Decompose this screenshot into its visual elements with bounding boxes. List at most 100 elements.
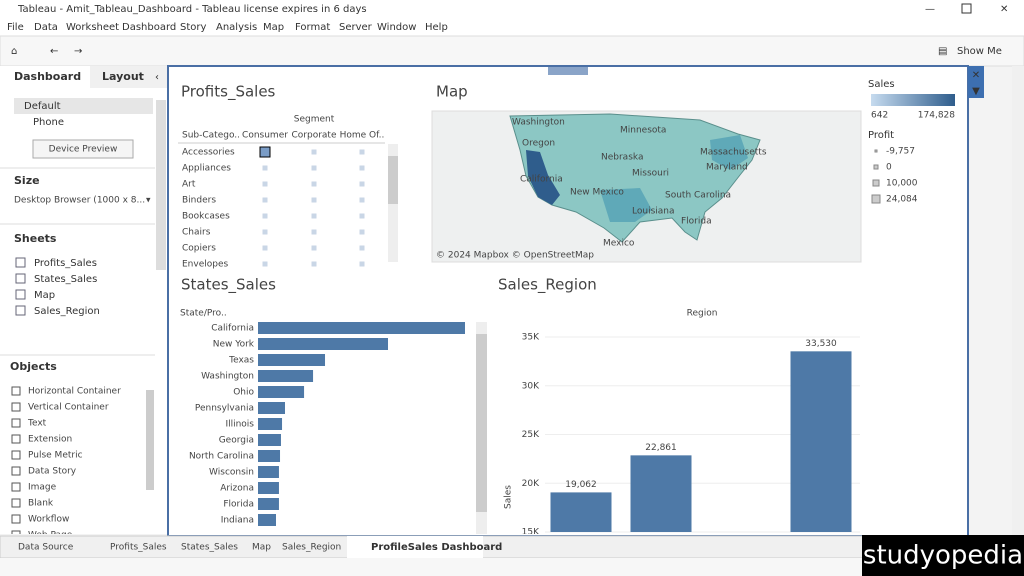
value-label: 33,530 — [805, 339, 837, 349]
object-item[interactable]: Pulse Metric — [28, 451, 83, 461]
map-label: New Mexico — [570, 188, 624, 198]
menu: File Data WorksheetDashboard Story Analysis M… — [7, 22, 448, 33]
y-tick-label: Pennsylvania — [195, 404, 254, 414]
legend-value: 24,084 — [886, 195, 918, 205]
menu-item[interactable]: Server — [339, 22, 373, 33]
row-header: Sub-Catego.. — [182, 131, 240, 141]
menu-item[interactable]: Map — [263, 22, 284, 33]
y-tick-label: California — [211, 324, 254, 334]
show-me[interactable]: Show Me — [957, 46, 1002, 57]
show-me-icon[interactable]: ▤ — [938, 46, 947, 57]
remove-icon[interactable]: ✕ — [972, 70, 980, 81]
close[interactable]: ✕ — [1000, 4, 1008, 15]
more-icon[interactable]: ▼ — [972, 86, 980, 97]
device[interactable]: Default — [24, 101, 61, 112]
object-item[interactable]: Text — [27, 419, 47, 429]
size-dropdown[interactable]: Desktop Browser (1000 x 8... — [14, 196, 145, 206]
sheet-item[interactable]: States_Sales — [34, 274, 97, 285]
sheet-item[interactable]: Sales_Region — [34, 306, 100, 317]
y-tick-label: 35K — [522, 333, 540, 343]
cell-mark — [312, 262, 317, 267]
object-item[interactable]: Workflow — [28, 515, 69, 525]
scroll-thumb[interactable] — [476, 334, 487, 512]
row-label: Bookcases — [182, 212, 230, 222]
panel-tab[interactable]: Layout — [102, 70, 144, 83]
collapse-icon[interactable]: ‹ — [155, 72, 159, 83]
column-label: Consumer — [242, 131, 288, 141]
device-preview[interactable]: Device Preview — [49, 145, 118, 155]
cell-mark — [312, 150, 317, 155]
home-icon[interactable]: ⌂ — [11, 46, 17, 57]
menu-item[interactable]: Dashboard — [122, 22, 176, 33]
bar — [258, 450, 280, 462]
row-label: Copiers — [182, 244, 216, 254]
sheet-tab[interactable]: Sales_Region — [282, 543, 341, 553]
size-swatch — [875, 150, 877, 152]
legend-value: 0 — [886, 163, 892, 173]
forward-icon[interactable]: → — [74, 46, 82, 57]
object-item[interactable]: Data Story — [28, 467, 77, 477]
object-item[interactable]: Horizontal Container — [28, 387, 121, 397]
y-axis-title: Sales — [504, 485, 514, 509]
menu-item[interactable]: Story — [180, 22, 206, 33]
sheet-title: Map — [436, 83, 468, 101]
right-scrollbar[interactable] — [1012, 66, 1024, 536]
sheet-tab[interactable]: Data Source — [18, 543, 74, 553]
scrollbar[interactable] — [146, 390, 154, 490]
legend-title: Profit — [868, 130, 894, 141]
legend-value: -9,757 — [886, 147, 915, 157]
cell-mark — [312, 246, 317, 251]
row-label: Binders — [182, 196, 216, 206]
map-label: Florida — [681, 217, 712, 227]
bar — [631, 455, 692, 532]
menu-item[interactable]: Help — [425, 22, 448, 33]
map-label: Missouri — [632, 169, 669, 179]
scrollbar[interactable] — [156, 100, 166, 270]
watermark: studyopedia — [863, 541, 1023, 571]
sheets-heading: Sheets — [14, 232, 57, 245]
back-icon[interactable]: ← — [50, 46, 58, 57]
frame-handle[interactable] — [548, 67, 588, 75]
cell-mark — [263, 262, 268, 267]
sheet-tab[interactable]: ProfileSales Dashboard — [371, 542, 502, 553]
y-tick-label: 25K — [522, 430, 540, 440]
cell-mark — [360, 150, 365, 155]
bar — [791, 351, 852, 532]
legend-min: 642 — [871, 111, 888, 121]
object-item[interactable]: Blank — [28, 499, 54, 509]
menu-item[interactable]: Format — [295, 22, 330, 33]
object-item[interactable]: Vertical Container — [28, 403, 109, 413]
sheet-tab[interactable]: Map — [252, 543, 271, 553]
sheet-tab[interactable]: States_Sales — [181, 543, 238, 553]
map-label: Massachusetts — [700, 148, 767, 158]
menu-item[interactable]: Worksheet — [66, 22, 119, 33]
menu-item[interactable]: Analysis — [216, 22, 257, 33]
object-item[interactable]: Extension — [28, 435, 72, 445]
scroll-thumb[interactable] — [388, 156, 398, 204]
panel-tab[interactable]: Dashboard — [14, 70, 81, 83]
menu-item[interactable]: File — [7, 22, 24, 33]
column-label: Home Of.. — [340, 131, 385, 141]
map-label: South Carolina — [665, 191, 731, 201]
menu-item[interactable]: Data — [34, 22, 58, 33]
bar — [258, 498, 279, 510]
bar — [258, 370, 313, 382]
size-swatch — [874, 165, 878, 169]
y-tick-label: Georgia — [219, 436, 254, 446]
dropdown-arrow[interactable]: ▾ — [146, 196, 151, 206]
sheet-tab[interactable]: Profits_Sales — [110, 543, 167, 553]
sheet-title: Profits_Sales — [181, 83, 276, 102]
device[interactable]: Phone — [33, 117, 64, 128]
sheet-item[interactable]: Map — [34, 290, 55, 301]
bar — [258, 354, 325, 366]
minimize[interactable]: — — [925, 4, 935, 15]
object-item[interactable]: Image — [28, 483, 57, 493]
y-tick-label: Ohio — [233, 388, 254, 398]
cell-mark — [263, 230, 268, 235]
map-label: Washington — [512, 118, 565, 128]
y-tick-label: Wisconsin — [209, 468, 254, 478]
menu-item[interactable]: Window — [377, 22, 416, 33]
sheet-item[interactable]: Profits_Sales — [34, 258, 97, 269]
bar — [258, 338, 388, 350]
